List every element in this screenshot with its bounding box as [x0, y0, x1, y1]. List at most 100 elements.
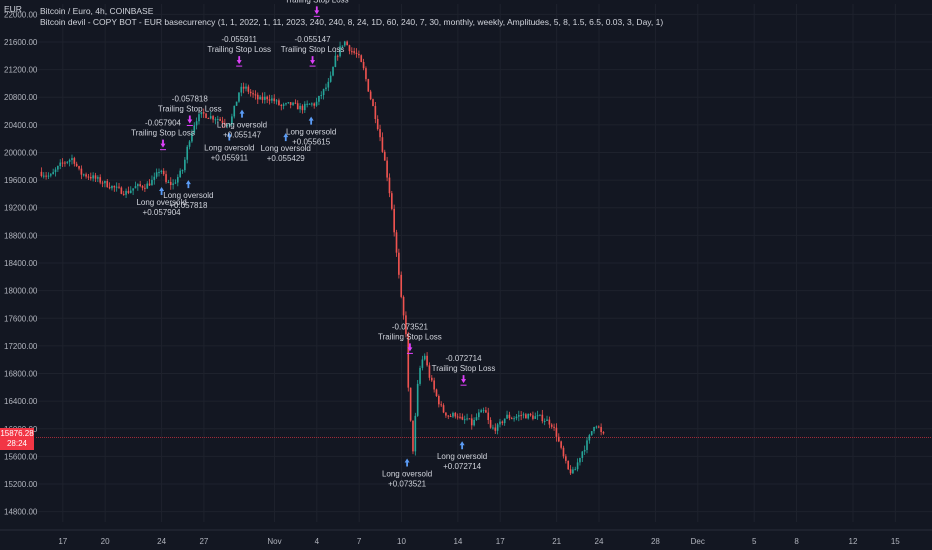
candle-body	[245, 86, 247, 89]
candle-body	[101, 182, 104, 184]
candle-body	[590, 431, 593, 436]
candle-body	[252, 93, 254, 95]
y-tick-label: 21600.00	[4, 38, 38, 47]
x-tick-label: 27	[199, 537, 208, 546]
candle-body	[75, 163, 78, 167]
candle-body	[129, 190, 132, 193]
candle-body	[45, 175, 47, 177]
candle-body	[66, 161, 69, 163]
exit-signal-label: -0.057818	[172, 94, 209, 103]
candle-body	[602, 432, 605, 434]
long-arrow-icon	[459, 441, 465, 450]
candle-body	[240, 86, 243, 93]
long-signal-label: +0.057904	[143, 208, 182, 217]
candle-body	[40, 171, 43, 176]
candle-body	[151, 179, 153, 186]
x-tick-label: 10	[397, 537, 406, 546]
candle-body	[122, 193, 125, 195]
long-signal-label: Long oversold	[286, 128, 336, 137]
currency-label: EUR	[4, 4, 22, 14]
exit-signal-label: Trailing Stop Loss	[378, 332, 442, 341]
candle-body	[532, 415, 534, 419]
y-tick-label: 20800.00	[4, 93, 38, 102]
candle-body	[209, 116, 212, 119]
candle-body	[162, 170, 165, 175]
candle-body	[567, 460, 570, 470]
candle-body	[553, 426, 555, 428]
x-tick-label: Nov	[267, 537, 281, 546]
y-tick-label: 22000.00	[4, 10, 38, 19]
candle-body	[423, 355, 426, 360]
long-signal-label: Long oversold	[217, 121, 267, 130]
candle-body	[459, 416, 461, 418]
x-tick-label: 15	[891, 537, 900, 546]
candle-body	[132, 188, 134, 191]
candle-body	[294, 102, 297, 104]
candle-body	[332, 66, 334, 76]
candle-body	[125, 190, 127, 195]
candle-body	[256, 94, 259, 100]
candle-body	[395, 232, 398, 253]
candle-body	[165, 174, 167, 183]
candle-body	[579, 457, 581, 463]
candle-body	[343, 41, 346, 46]
candle-body	[454, 412, 457, 417]
candle-body	[301, 105, 304, 111]
exit-arrow-icon	[160, 139, 166, 148]
y-tick-label: 18800.00	[4, 231, 38, 240]
candle-body	[254, 94, 257, 96]
candle-body	[238, 92, 240, 102]
candle-body	[205, 113, 207, 118]
candle-body	[202, 112, 205, 114]
candle-body	[576, 462, 579, 470]
candle-body	[548, 419, 551, 425]
exit-signal-label: Trailing Stop Loss	[285, 0, 349, 4]
candle-body	[466, 418, 468, 420]
y-tick-label: 20000.00	[4, 148, 38, 157]
candle-body	[485, 410, 487, 413]
exit-arrow-icon	[461, 375, 467, 384]
candle-body	[501, 421, 504, 424]
candle-body	[358, 53, 360, 56]
candle-body	[89, 177, 92, 179]
candle-body	[71, 158, 73, 161]
candle-body	[80, 168, 83, 175]
exit-arrow-icon	[236, 56, 242, 65]
candle-body	[475, 417, 478, 421]
candle-body	[158, 172, 160, 174]
candle-body	[555, 427, 558, 437]
candle-body	[68, 160, 71, 162]
candle-body	[409, 387, 412, 421]
candle-body	[266, 96, 268, 100]
candle-body	[480, 410, 483, 413]
candle-body	[221, 120, 224, 124]
candle-body	[372, 99, 374, 107]
exit-signal-label: Trailing Stop Loss	[281, 45, 345, 54]
strategy-label[interactable]: Bitcoin devil - COPY BOT - EUR basecurre…	[40, 17, 664, 27]
candle-body	[569, 469, 572, 474]
candle-body	[311, 103, 313, 105]
candle-body	[191, 132, 193, 142]
y-tick-label: 14800.00	[4, 508, 38, 517]
candle-body	[120, 187, 123, 194]
candle-body	[42, 175, 45, 177]
candle-body	[506, 414, 508, 419]
x-tick-label: 7	[357, 537, 362, 546]
candle-body	[513, 418, 515, 420]
candle-body	[407, 334, 410, 388]
symbol-title[interactable]: Bitcoin / Euro, 4h, COINBASE	[40, 6, 154, 16]
candle-body	[470, 418, 473, 426]
candle-body	[64, 162, 66, 164]
exit-arrow-icon	[187, 115, 193, 124]
candle-body	[367, 79, 370, 92]
candle-body	[160, 170, 163, 173]
candle-body	[581, 451, 584, 458]
candle-body	[433, 380, 435, 390]
x-tick-label: 28	[651, 537, 660, 546]
candle-body	[494, 427, 497, 431]
candle-body	[583, 449, 586, 452]
candle-body	[468, 418, 471, 420]
candle-body	[315, 101, 318, 106]
candle-body	[85, 174, 87, 177]
